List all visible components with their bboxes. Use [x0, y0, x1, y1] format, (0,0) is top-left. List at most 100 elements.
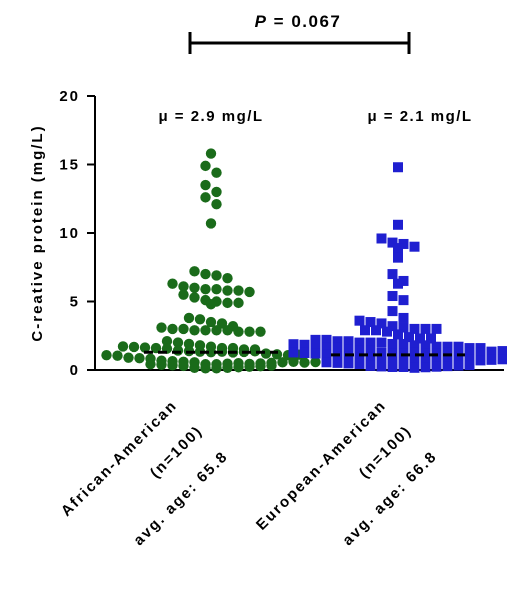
data-point-european-american: [387, 321, 398, 332]
data-point-african-american: [255, 326, 266, 337]
data-point-african-american: [117, 341, 129, 352]
data-point-european-american: [442, 347, 453, 358]
data-point-african-american: [200, 325, 211, 336]
data-point-african-american: [205, 346, 217, 358]
data-point-african-american: [112, 350, 123, 361]
data-point-african-american: [200, 363, 211, 374]
data-point-european-american: [354, 358, 365, 369]
data-point-african-american: [150, 342, 162, 354]
data-point-european-american: [409, 340, 420, 351]
data-points: [101, 148, 507, 374]
data-point-european-american: [321, 349, 332, 360]
p-value-symbol: P: [255, 12, 268, 31]
data-point-european-american: [409, 323, 420, 334]
data-point-european-american: [365, 360, 376, 371]
data-point-african-american: [277, 357, 288, 368]
data-point-european-american: [464, 354, 475, 365]
data-point-african-american: [233, 285, 244, 296]
data-point-european-american: [426, 333, 436, 344]
data-point-european-american: [310, 340, 321, 351]
data-point-european-american: [365, 317, 376, 328]
data-point-european-american: [431, 323, 442, 334]
data-point-african-american: [222, 273, 233, 284]
data-point-african-american: [189, 362, 200, 374]
data-point-african-american: [222, 362, 233, 374]
data-point-european-american: [288, 347, 299, 358]
data-point-african-american: [183, 338, 195, 350]
data-point-european-american: [409, 347, 420, 358]
category-label-line-3: avg. age: 66.8: [339, 448, 440, 549]
p-value-text: = 0.067: [267, 12, 341, 31]
data-point-african-american: [244, 361, 255, 372]
data-point-european-american: [464, 347, 475, 358]
data-point-european-american: [475, 347, 486, 358]
data-point-european-american: [431, 341, 442, 352]
y-axis-title: C-reative protein (mg/L): [29, 124, 46, 341]
data-point-european-american: [354, 345, 365, 356]
data-point-african-american: [178, 281, 189, 292]
data-point-european-american: [343, 344, 354, 355]
significance-bracket: P = 0.067: [188, 12, 411, 54]
data-point-african-american: [211, 363, 222, 374]
data-point-european-american: [420, 355, 431, 366]
data-point-european-american: [453, 346, 464, 357]
data-point-african-american: [205, 316, 217, 328]
data-point-european-american: [398, 322, 409, 333]
data-point-african-american: [156, 359, 167, 370]
data-point-african-american: [172, 345, 184, 356]
data-point-european-american: [376, 354, 387, 365]
data-point-african-american: [211, 199, 222, 210]
data-point-european-american: [332, 336, 343, 347]
data-point-european-american: [376, 361, 387, 372]
data-point-african-american: [205, 299, 217, 310]
data-point-european-american: [398, 355, 409, 366]
category-label-european-american: European-American (n=100) avg. age: 66.8: [253, 397, 441, 549]
data-point-european-american: [398, 295, 409, 306]
data-point-european-american: [343, 336, 354, 347]
data-point-european-american: [354, 315, 365, 326]
data-point-european-american: [321, 342, 332, 353]
y-tick-label: 20: [59, 88, 80, 105]
data-point-african-american: [156, 322, 167, 333]
mean-label-african-american: μ = 2.9 mg/L: [158, 108, 263, 125]
median-lines: [144, 350, 465, 357]
category-label-african-american: African-American (n=100) avg. age: 65.8: [58, 397, 232, 549]
data-point-african-american: [200, 283, 211, 295]
data-point-african-american: [222, 297, 233, 309]
data-point-european-american: [343, 351, 354, 362]
data-point-european-american: [453, 341, 464, 352]
data-point-european-american: [365, 345, 376, 356]
data-point-european-american: [332, 342, 343, 353]
data-point-european-american: [393, 162, 403, 173]
y-tick-label: 10: [59, 225, 80, 242]
data-point-african-american: [101, 349, 112, 361]
data-point-african-american: [211, 167, 222, 178]
data-point-european-american: [387, 338, 398, 349]
data-point-african-american: [128, 341, 140, 353]
data-point-african-american: [178, 323, 189, 335]
data-point-european-american: [387, 237, 398, 248]
p-value-label: P = 0.067: [255, 12, 342, 31]
data-point-african-american: [211, 186, 222, 198]
data-point-european-american: [376, 233, 387, 244]
data-point-african-american: [189, 292, 200, 303]
data-point-european-american: [376, 337, 387, 348]
category-label-line-3: avg. age: 65.8: [130, 448, 231, 549]
data-point-european-american: [393, 252, 403, 263]
data-point-european-american: [453, 360, 464, 371]
data-point-european-american: [393, 243, 403, 254]
data-point-european-american: [299, 339, 310, 350]
data-point-european-american: [398, 338, 409, 349]
data-point-african-american: [200, 268, 211, 280]
data-point-african-american: [233, 362, 244, 373]
data-point-european-american: [497, 346, 507, 357]
data-point-african-american: [134, 353, 145, 364]
data-point-european-american: [497, 354, 507, 365]
data-point-european-american: [387, 306, 398, 317]
y-axis: 0 5 10 15 20 C-reative protein (mg/L): [29, 88, 96, 379]
data-point-european-american: [420, 362, 431, 373]
data-point-african-american: [211, 283, 222, 295]
data-point-european-american: [387, 355, 398, 366]
data-point-european-american: [387, 361, 398, 372]
data-point-african-american: [233, 326, 244, 337]
